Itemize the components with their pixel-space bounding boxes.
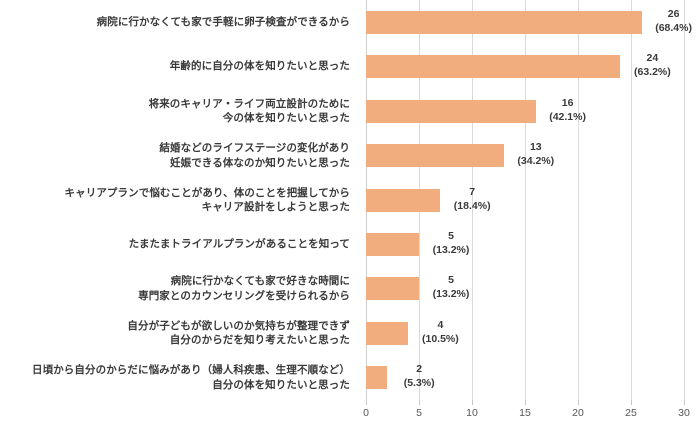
category-label: 年齢的に自分の体を知りたいと思った <box>169 60 350 73</box>
category-label: キャリアプランで悩むことがあり、体のことを把握してから キャリア設計をしようと思… <box>64 186 350 214</box>
gridline-25 <box>631 0 632 400</box>
x-tick-label: 10 <box>466 407 478 419</box>
x-tick-mark <box>366 400 367 405</box>
category-label: 結婚などのライフステージの変化があり 妊娠できる体なのか知りたいと思った <box>159 142 350 169</box>
category-label: 日頃から自分のからだに悩みがあり（婦人科疾患、生理不順など） 自分の体を知りたい… <box>32 364 350 391</box>
x-tick-mark <box>525 400 526 405</box>
bar-value-label: 2 (5.3%) <box>403 363 435 390</box>
bar-value-label: 5 (13.2%) <box>432 274 470 301</box>
bar[interactable] <box>366 366 388 390</box>
bar-value-label: 4 (10.5%) <box>422 318 459 345</box>
x-tick-label: 20 <box>572 407 584 419</box>
x-tick-label: 5 <box>416 407 422 419</box>
bar-track: 16 (42.1%) <box>366 97 684 123</box>
bar-track: 26 (68.4%) <box>366 8 692 34</box>
category-label: たまたまトライアルプランがあることを知って <box>128 238 350 251</box>
x-tick-mark <box>684 400 685 405</box>
bar-track: 24 (63.2%) <box>366 52 684 79</box>
bar[interactable] <box>366 277 419 301</box>
x-tick-mark <box>472 400 473 405</box>
gridline-30 <box>684 0 685 400</box>
x-tick-label: 30 <box>678 407 690 419</box>
category-label: 自分が子どもが欲しいのか気持ちが整理できず 自分のからだを知り考えたいと思った <box>127 319 350 347</box>
x-tick-label: 25 <box>625 407 637 419</box>
bar[interactable] <box>366 188 441 212</box>
bar-value-label: 24 (63.2%) <box>634 52 671 79</box>
category-label: 将来のキャリア・ライフ両立設計のために 今の体を知りたいと思った <box>148 97 350 125</box>
bar-value-label: 13 (34.2%) <box>517 141 555 168</box>
bar-value-label: 7 (18.4%) <box>453 185 491 212</box>
bar[interactable] <box>366 99 536 123</box>
bar-track: 5 (13.2%) <box>366 274 684 301</box>
bar[interactable] <box>366 55 621 79</box>
bar-value-label: 16 (42.1%) <box>549 96 586 123</box>
bar-value-label: 5 (13.2%) <box>432 229 470 256</box>
bar-value-label: 26 (68.4%) <box>655 7 692 34</box>
plot-area: 26 (68.4%) 24 (63.2%) 16 (42.1%) 13 (34.2%)… <box>366 0 692 400</box>
bar[interactable] <box>366 10 642 34</box>
bar-track: 2 (5.3%) <box>366 363 684 390</box>
bar-track: 7 (18.4%) <box>366 186 684 212</box>
category-label-column: 病院に行かなくても家で手軽に卵子検査ができるから年齢的に自分の体を知りたいと思っ… <box>32 15 350 391</box>
x-tick-label: 0 <box>363 407 369 419</box>
bar[interactable] <box>366 144 504 168</box>
bar[interactable] <box>366 321 409 345</box>
gridline-10 <box>472 0 473 400</box>
x-tick-mark <box>419 400 420 405</box>
bar[interactable] <box>366 232 419 256</box>
x-tick-mark <box>631 400 632 405</box>
gridline-15 <box>525 0 526 400</box>
category-label: 病院に行かなくても家で手軽に卵子検査ができるから <box>96 15 350 28</box>
x-tick-label: 15 <box>519 407 531 419</box>
bar-track: 5 (13.2%) <box>366 230 684 256</box>
x-axis: 0 5 10 15 20 25 30 <box>363 400 690 428</box>
bar-track: 4 (10.5%) <box>366 319 684 345</box>
x-tick-mark <box>578 400 579 405</box>
gridline-20 <box>578 0 579 400</box>
bar-track: 13 (34.2%) <box>366 141 684 168</box>
category-label: 病院に行かなくても家で好きな時間に 専門家とのカウンセリングを受けられるから <box>138 275 350 302</box>
